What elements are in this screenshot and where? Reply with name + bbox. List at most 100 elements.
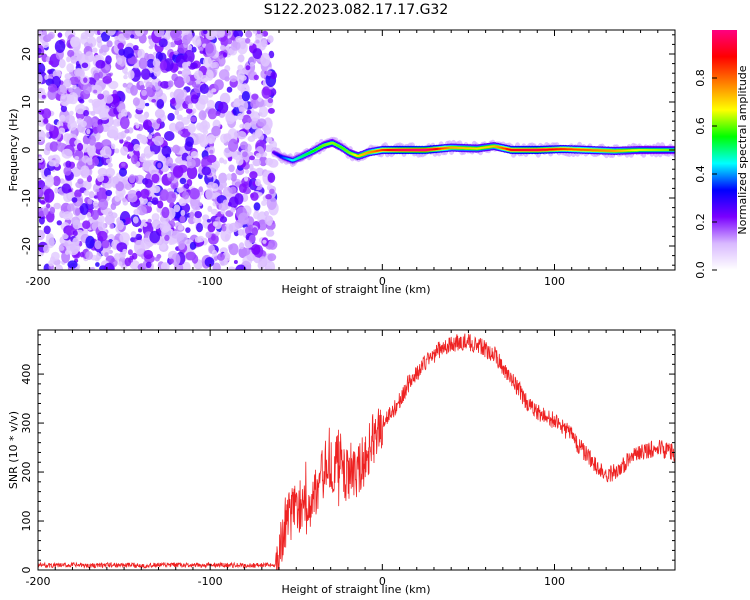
noise-speckle — [258, 192, 263, 197]
noise-speckle — [226, 86, 233, 93]
noise-speckle — [255, 39, 260, 44]
noise-speckle — [135, 233, 143, 241]
noise-speckle — [38, 30, 43, 36]
noise-speckle — [127, 249, 133, 256]
noise-speckle — [96, 124, 104, 134]
noise-speckle — [174, 109, 180, 116]
noise-speckle — [67, 203, 75, 212]
noise-speckle — [91, 98, 101, 108]
noise-speckle — [70, 242, 81, 254]
noise-speckle — [175, 266, 181, 270]
noise-speckle — [56, 220, 62, 226]
noise-speckle — [105, 167, 116, 177]
noise-speckle — [267, 172, 276, 183]
noise-speckle — [170, 230, 181, 239]
noise-speckle — [239, 41, 247, 50]
noise-speckle — [97, 93, 105, 100]
noise-speckle — [230, 172, 237, 182]
noise-speckle — [248, 224, 254, 231]
noise-speckle — [185, 251, 197, 261]
noise-speckle — [131, 252, 138, 260]
noise-speckle — [149, 230, 161, 244]
noise-speckle — [169, 91, 175, 99]
snr-axes: -200 -100 0 100 0 100 200 300 400 — [20, 329, 676, 588]
noise-speckle — [215, 30, 223, 39]
noise-speckle — [127, 56, 138, 65]
noise-speckle — [62, 211, 73, 221]
noise-speckle — [63, 78, 72, 88]
noise-speckle — [267, 239, 278, 250]
noise-speckle — [270, 71, 278, 80]
noise-speckle — [124, 257, 132, 267]
noise-speckle — [263, 210, 270, 217]
noise-speckle — [52, 175, 61, 187]
noise-speckle — [252, 158, 261, 167]
noise-speckle — [43, 225, 51, 235]
noise-speckle — [142, 119, 153, 131]
noise-speckle — [253, 202, 261, 211]
noise-speckle — [99, 111, 109, 121]
spectrogram-x-tick-label: -200 — [26, 275, 51, 288]
noise-speckle — [137, 48, 145, 59]
noise-speckle — [196, 222, 203, 233]
noise-speckle — [248, 163, 254, 171]
noise-speckle — [167, 80, 174, 88]
noise-speckle — [104, 252, 109, 258]
noise-speckle — [92, 157, 99, 166]
noise-speckle — [119, 232, 130, 244]
noise-speckle — [244, 176, 249, 182]
noise-speckle — [205, 43, 214, 54]
noise-speckle — [154, 256, 160, 262]
noise-speckle — [58, 127, 66, 134]
figure-title: S122.2023.082.17.17.G32 — [264, 2, 449, 18]
noise-speckle — [105, 64, 110, 71]
noise-speckle — [116, 220, 124, 231]
noise-speckle — [242, 151, 248, 158]
noise-speckle — [41, 94, 46, 99]
noise-speckle — [47, 83, 58, 93]
noise-speckle — [70, 55, 77, 64]
noise-speckle — [205, 69, 214, 81]
noise-speckle — [227, 201, 232, 207]
noise-speckle — [260, 52, 271, 67]
noise-speckle — [267, 253, 277, 262]
noise-speckle — [67, 119, 78, 131]
noise-speckle — [257, 261, 266, 270]
noise-speckle — [38, 87, 43, 93]
noise-speckle — [236, 131, 247, 140]
noise-speckle — [191, 46, 197, 53]
snr-y-axis-label: SNR (10 * v/v) — [7, 411, 20, 489]
noise-speckle — [87, 38, 93, 44]
noise-speckle — [79, 251, 85, 258]
noise-speckle — [238, 242, 245, 250]
noise-speckle — [88, 191, 95, 199]
noise-speckle — [194, 236, 202, 243]
noise-speckle — [47, 69, 53, 74]
noise-speckle — [95, 262, 100, 267]
noise-speckle — [124, 128, 130, 134]
noise-speckle — [145, 153, 151, 159]
noise-speckle — [184, 49, 195, 64]
noise-speckle — [63, 192, 73, 203]
noise-speckle — [69, 110, 74, 116]
noise-speckle — [38, 129, 46, 143]
noise-speckle — [133, 208, 140, 216]
noise-speckle — [97, 221, 106, 232]
noise-speckle — [76, 118, 84, 125]
noise-speckle — [215, 111, 221, 116]
noise-speckle — [228, 138, 239, 152]
noise-speckle — [229, 186, 237, 194]
noise-speckle — [48, 259, 54, 267]
noise-speckle — [253, 74, 259, 81]
noise-speckle — [212, 221, 218, 227]
noise-speckle — [229, 75, 238, 83]
noise-speckle — [187, 103, 194, 110]
spectrogram-y-tick-label: 10 — [20, 95, 33, 109]
noise-speckle — [38, 62, 46, 75]
snr-x-axis-label: Height of straight line (km) — [281, 583, 430, 596]
noise-speckle — [219, 92, 231, 105]
noise-speckle — [138, 228, 142, 233]
noise-speckle — [115, 181, 124, 192]
noise-speckle — [265, 136, 273, 143]
